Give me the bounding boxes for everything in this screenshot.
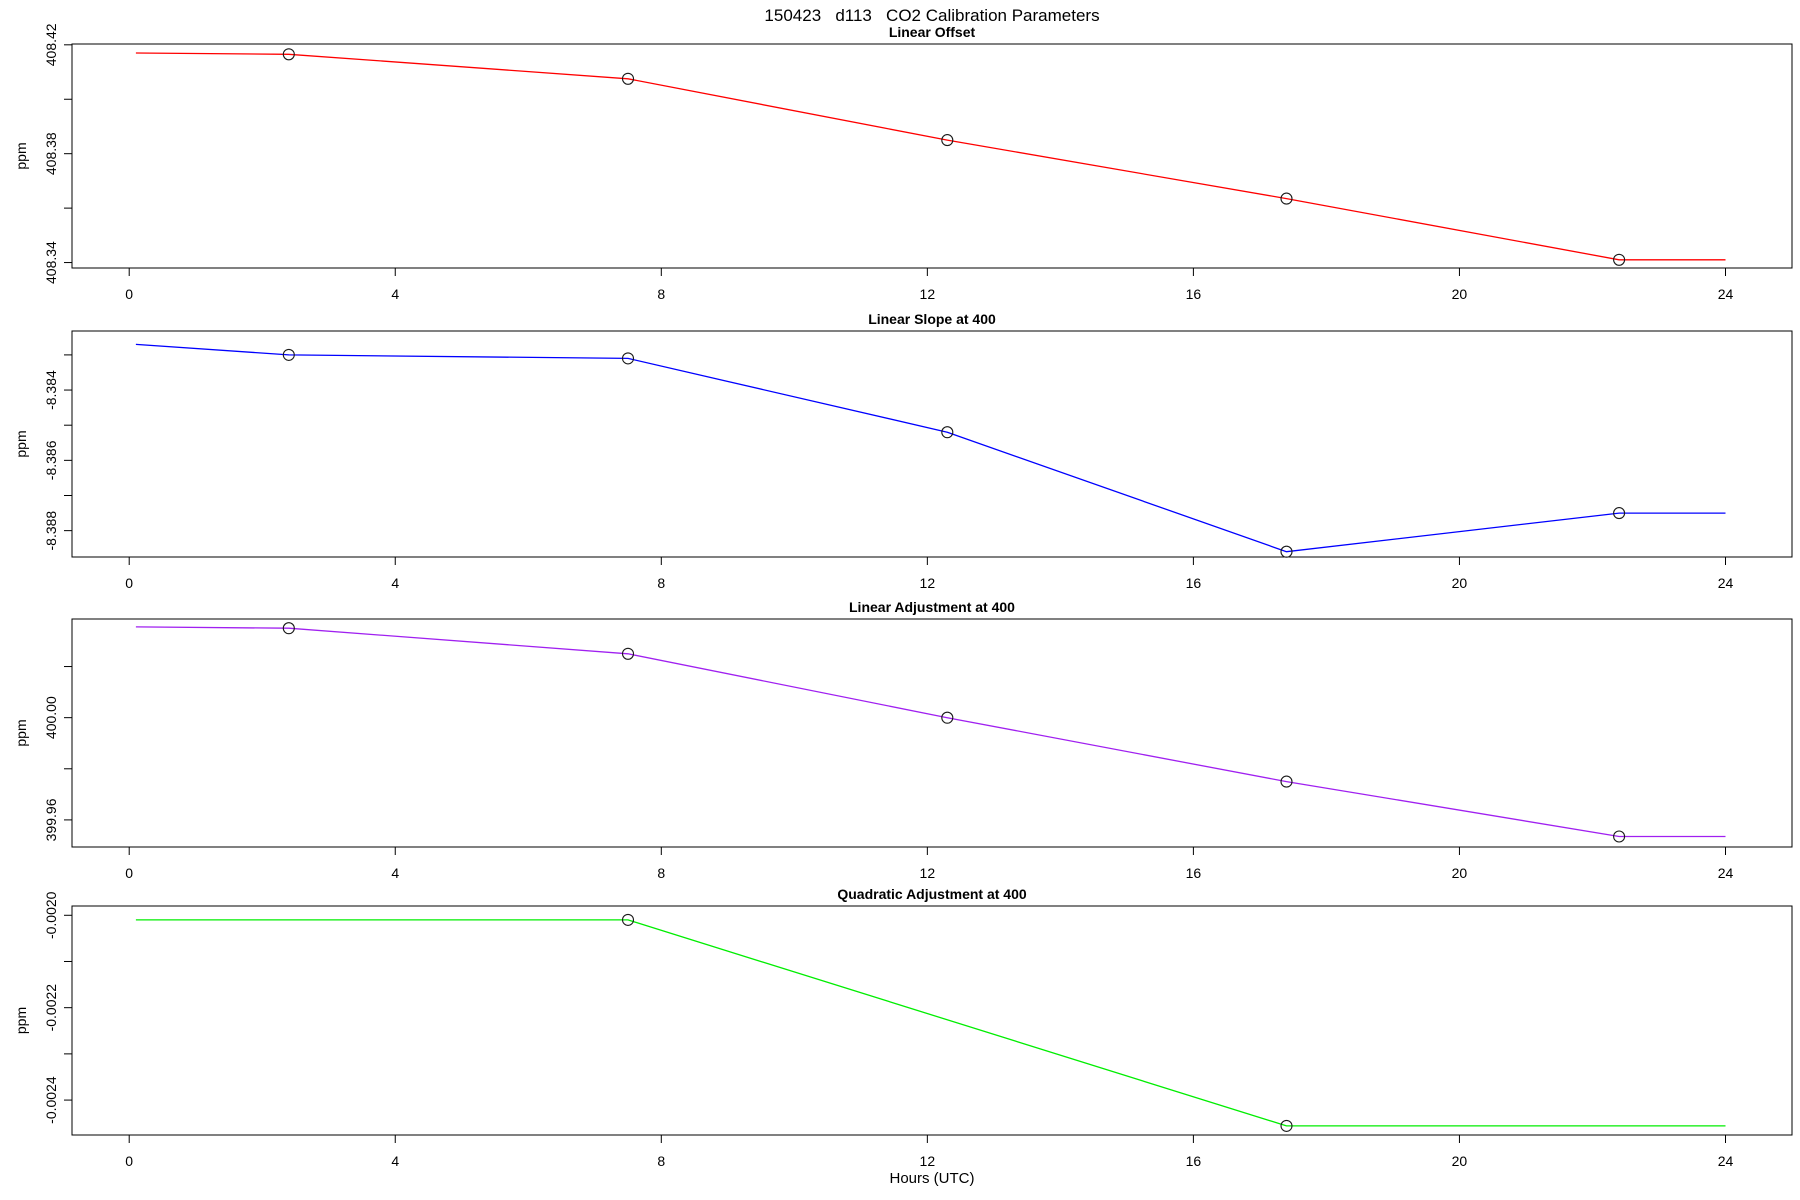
panel-title: Linear Adjustment at 400 bbox=[849, 599, 1015, 615]
x-tick-label: 4 bbox=[391, 865, 399, 881]
panel-title: Linear Slope at 400 bbox=[868, 311, 996, 327]
x-tick-label: 16 bbox=[1186, 1153, 1202, 1169]
series-line bbox=[135, 52, 1726, 261]
x-tick-label: 12 bbox=[920, 575, 936, 591]
data-point-marker bbox=[941, 711, 954, 724]
data-point-marker bbox=[941, 426, 954, 439]
panel-frame bbox=[71, 905, 1793, 1136]
data-point-marker bbox=[1613, 830, 1626, 843]
x-tick-label: 16 bbox=[1186, 575, 1202, 591]
series-line bbox=[135, 343, 1726, 553]
panel-frame bbox=[71, 618, 1793, 848]
y-tick-label: -8.386 bbox=[43, 440, 59, 480]
data-point-marker bbox=[1280, 1119, 1293, 1132]
y-axis-name: ppm bbox=[13, 719, 29, 746]
y-tick-label: -0.0024 bbox=[43, 1076, 59, 1124]
y-tick-label: 400.00 bbox=[43, 696, 59, 739]
x-tick-label: 8 bbox=[657, 575, 665, 591]
x-tick-label: 24 bbox=[1718, 1153, 1734, 1169]
panel-linear-offset: Linear Offset 408.42 408.38 408.34 ppm 0 4 8 12 1… bbox=[13, 23, 1793, 302]
data-point-marker bbox=[282, 348, 295, 361]
figure-title: 150423 d113 CO2 Calibration Parameters bbox=[764, 6, 1100, 25]
x-tick-label: 24 bbox=[1718, 575, 1734, 591]
panel-quadratic-adjustment-at-400: Quadratic Adjustment at 400 -0.0020 -0.002… bbox=[13, 886, 1793, 1169]
panel-title: Linear Offset bbox=[889, 24, 976, 40]
y-tick-label: -8.388 bbox=[43, 511, 59, 551]
x-tick-label: 12 bbox=[920, 865, 936, 881]
x-tick-label: 4 bbox=[391, 1153, 399, 1169]
panel-frame bbox=[71, 330, 1793, 558]
x-tick-label: 8 bbox=[657, 1153, 665, 1169]
x-tick-label: 0 bbox=[125, 865, 133, 881]
y-tick-label: 408.42 bbox=[43, 23, 59, 66]
x-tick-label: 12 bbox=[920, 1153, 936, 1169]
x-tick-label: 16 bbox=[1186, 865, 1202, 881]
data-point-marker bbox=[621, 352, 635, 365]
panel-title: Quadratic Adjustment at 400 bbox=[837, 886, 1027, 902]
data-point-marker bbox=[1613, 507, 1626, 520]
y-axis-name: ppm bbox=[13, 142, 29, 169]
x-tick-label: 0 bbox=[125, 1153, 133, 1169]
x-tick-label: 0 bbox=[125, 575, 133, 591]
data-point-marker bbox=[621, 913, 635, 926]
y-tick-label: 408.34 bbox=[43, 241, 59, 284]
series-line bbox=[135, 626, 1726, 838]
data-point-marker bbox=[282, 48, 295, 61]
data-point-marker bbox=[1280, 545, 1293, 558]
y-axis-name: ppm bbox=[13, 430, 29, 457]
x-tick-label: 8 bbox=[657, 286, 665, 302]
x-tick-label: 24 bbox=[1718, 865, 1734, 881]
x-tick-label: 4 bbox=[391, 286, 399, 302]
x-tick-label: 20 bbox=[1452, 1153, 1468, 1169]
x-tick-label: 4 bbox=[391, 575, 399, 591]
data-point-marker bbox=[1280, 192, 1293, 205]
data-point-marker bbox=[282, 622, 295, 635]
data-point-marker bbox=[621, 72, 635, 85]
x-tick-label: 8 bbox=[657, 865, 665, 881]
y-axis-name: ppm bbox=[13, 1007, 29, 1034]
data-point-marker bbox=[1613, 253, 1626, 266]
y-tick-label: -0.0020 bbox=[43, 891, 59, 939]
x-tick-label: 0 bbox=[125, 286, 133, 302]
y-tick-label: -0.0022 bbox=[43, 984, 59, 1032]
y-tick-label: 399.96 bbox=[43, 798, 59, 841]
data-point-marker bbox=[621, 647, 635, 660]
x-tick-label: 24 bbox=[1718, 286, 1734, 302]
x-axis-label: Hours (UTC) bbox=[889, 1170, 975, 1187]
x-tick-label: 20 bbox=[1452, 575, 1468, 591]
panel-linear-adjustment-at-400: Linear Adjustment at 400 400.00 399.96 ppm 0… bbox=[13, 599, 1793, 881]
y-tick-label: 408.38 bbox=[43, 132, 59, 175]
data-point-marker bbox=[1280, 775, 1293, 788]
x-tick-label: 20 bbox=[1452, 286, 1468, 302]
y-tick-label: -8.384 bbox=[43, 370, 59, 410]
x-tick-label: 16 bbox=[1186, 286, 1202, 302]
series-line bbox=[135, 919, 1726, 1127]
x-tick-label: 12 bbox=[920, 286, 936, 302]
x-tick-label: 20 bbox=[1452, 865, 1468, 881]
panel-linear-slope-at-400: Linear Slope at 400 -8.384 -8.386 -8.388 ppm… bbox=[13, 311, 1793, 591]
data-point-marker bbox=[941, 134, 954, 147]
panel-frame bbox=[71, 43, 1793, 269]
